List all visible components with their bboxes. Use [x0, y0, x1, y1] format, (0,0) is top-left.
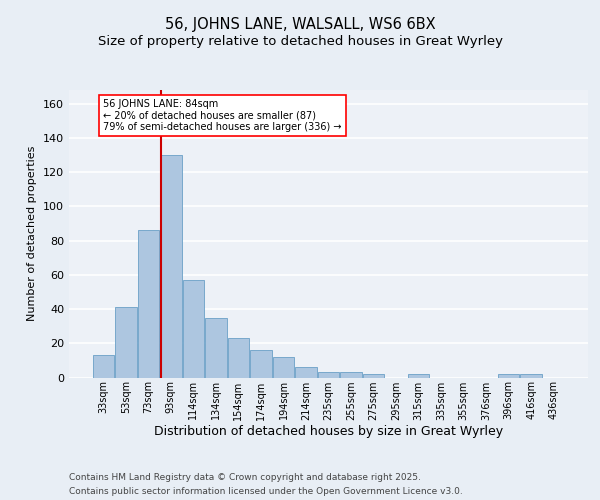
Bar [228, 338, 249, 378]
Text: 56, JOHNS LANE, WALSALL, WS6 6BX: 56, JOHNS LANE, WALSALL, WS6 6BX [164, 18, 436, 32]
Bar [340, 372, 362, 378]
Bar [408, 374, 429, 378]
Bar [115, 308, 137, 378]
Bar [295, 367, 317, 378]
Bar [250, 350, 272, 378]
Text: Size of property relative to detached houses in Great Wyrley: Size of property relative to detached ho… [97, 35, 503, 48]
Bar [498, 374, 520, 378]
Bar [363, 374, 384, 378]
Bar [205, 318, 227, 378]
Bar [160, 155, 182, 378]
Bar [273, 357, 294, 378]
Y-axis label: Number of detached properties: Number of detached properties [28, 146, 37, 322]
Text: Contains public sector information licensed under the Open Government Licence v3: Contains public sector information licen… [69, 486, 463, 496]
Bar [318, 372, 339, 378]
Bar [520, 374, 542, 378]
Text: Contains HM Land Registry data © Crown copyright and database right 2025.: Contains HM Land Registry data © Crown c… [69, 472, 421, 482]
X-axis label: Distribution of detached houses by size in Great Wyrley: Distribution of detached houses by size … [154, 426, 503, 438]
Bar [182, 280, 204, 378]
Bar [92, 356, 114, 378]
Text: 56 JOHNS LANE: 84sqm
← 20% of detached houses are smaller (87)
79% of semi-detac: 56 JOHNS LANE: 84sqm ← 20% of detached h… [103, 98, 342, 132]
Bar [137, 230, 159, 378]
